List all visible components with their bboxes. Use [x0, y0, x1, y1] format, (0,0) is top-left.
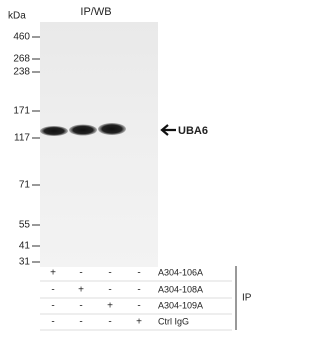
marker-label: 31: [19, 257, 31, 268]
western-blot-figure: IP/WB kDa UBA6 IP 460 268 238 171 117 71 55 41 3…: [8, 6, 252, 331]
lane-mark: -: [79, 268, 82, 279]
lane-mark: -: [108, 285, 111, 296]
lane-mark: -: [51, 301, 54, 312]
lane-mark: +: [107, 301, 113, 312]
lane-mark: -: [108, 268, 111, 279]
marker-label: 171: [13, 106, 30, 117]
band-label: UBA6: [178, 125, 208, 137]
lane-mark: +: [136, 317, 142, 328]
band-arrow: [160, 124, 176, 136]
band: [98, 123, 126, 135]
marker-label: 41: [19, 241, 31, 252]
marker-label: 238: [13, 67, 30, 78]
lane-mark: -: [79, 317, 82, 328]
marker-label: 55: [19, 220, 31, 231]
lane-mark: +: [78, 285, 84, 296]
row-label: A304-109A: [158, 300, 203, 310]
band: [40, 126, 68, 136]
band: [69, 124, 97, 136]
unit-label: kDa: [8, 11, 26, 22]
row-label: A304-106A: [158, 267, 203, 277]
lane-mark: -: [108, 317, 111, 328]
lane-mark: -: [79, 301, 82, 312]
row-label: A304-108A: [158, 284, 203, 294]
blot-membrane: [40, 22, 158, 267]
group-label: IP: [242, 293, 252, 304]
lane-mark: -: [51, 317, 54, 328]
lane-mark: +: [50, 268, 56, 279]
marker-label: 460: [13, 32, 30, 43]
row-label: Ctrl IgG: [158, 316, 189, 326]
lane-mark: -: [137, 268, 140, 279]
marker-label: 71: [19, 180, 31, 191]
lane-mark: -: [137, 301, 140, 312]
lane-mark: -: [51, 285, 54, 296]
marker-label: 117: [14, 133, 30, 144]
lane-mark: -: [137, 285, 140, 296]
marker-label: 268: [13, 54, 30, 65]
title: IP/WB: [80, 6, 111, 18]
